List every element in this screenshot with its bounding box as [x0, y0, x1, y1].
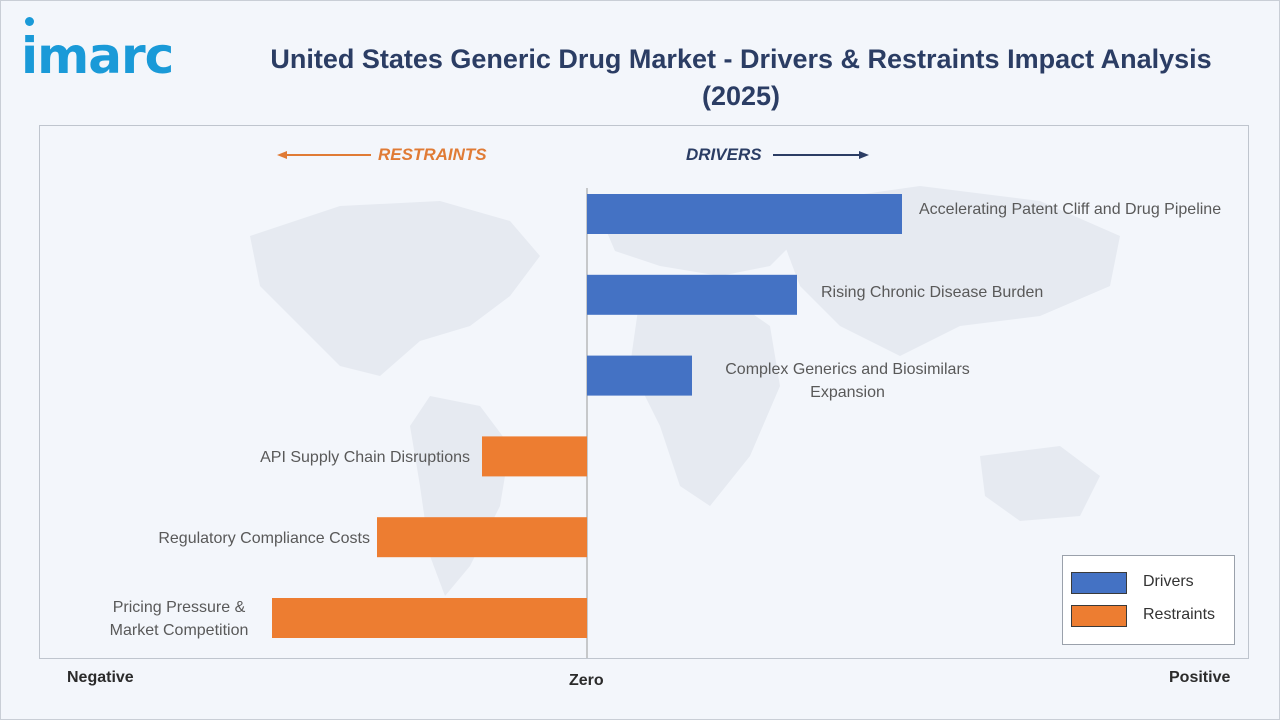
- logo-dot: [25, 17, 34, 26]
- legend-label-drivers: Drivers: [1143, 573, 1194, 590]
- legend-swatch-drivers: [1071, 572, 1127, 594]
- bar-drivers-1: [587, 274, 797, 315]
- legend-label-restraints: Restraints: [1143, 606, 1216, 623]
- legend-swatch-restraints: [1071, 605, 1127, 627]
- legend: Drivers Restraints: [1062, 555, 1235, 645]
- restraints-direction-label: RESTRAINTS: [378, 145, 487, 164]
- logo-text: imarc: [21, 27, 174, 85]
- bar-restraints-4: [377, 517, 587, 558]
- plot-area: RESTRAINTS DRIVERS Accelerating Patent C…: [39, 125, 1249, 659]
- category-label-complex-generics: Complex Generics and Biosimilars Expansi…: [725, 361, 970, 401]
- bars-layer: [272, 188, 902, 658]
- category-label-chronic-disease: Rising Chronic Disease Burden: [821, 284, 1044, 301]
- category-label-pricing-pressure: Pricing Pressure & Market Competition: [109, 599, 249, 639]
- category-label-api-supply: API Supply Chain Disruptions: [260, 449, 470, 466]
- imarc-logo: imarc: [21, 17, 211, 93]
- drivers-direction-label: DRIVERS: [686, 145, 762, 164]
- category-label-regulatory: Regulatory Compliance Costs: [158, 530, 370, 547]
- bar-drivers-0: [587, 194, 902, 234]
- restraints-arrowhead: [277, 151, 287, 159]
- bar-restraints-5: [272, 598, 587, 638]
- world-map-background: [250, 186, 1120, 596]
- drivers-arrowhead: [859, 151, 869, 159]
- bar-drivers-2: [587, 355, 692, 396]
- direction-arrows: [277, 151, 869, 159]
- axis-word-zero: Zero: [569, 672, 604, 689]
- category-label-patent-cliff: Accelerating Patent Cliff and Drug Pipel…: [919, 201, 1222, 218]
- bar-restraints-3: [482, 436, 587, 477]
- axis-word-negative: Negative: [67, 669, 134, 686]
- axis-word-positive: Positive: [1169, 669, 1231, 686]
- chart-title: United States Generic Drug Market - Driv…: [270, 44, 1212, 111]
